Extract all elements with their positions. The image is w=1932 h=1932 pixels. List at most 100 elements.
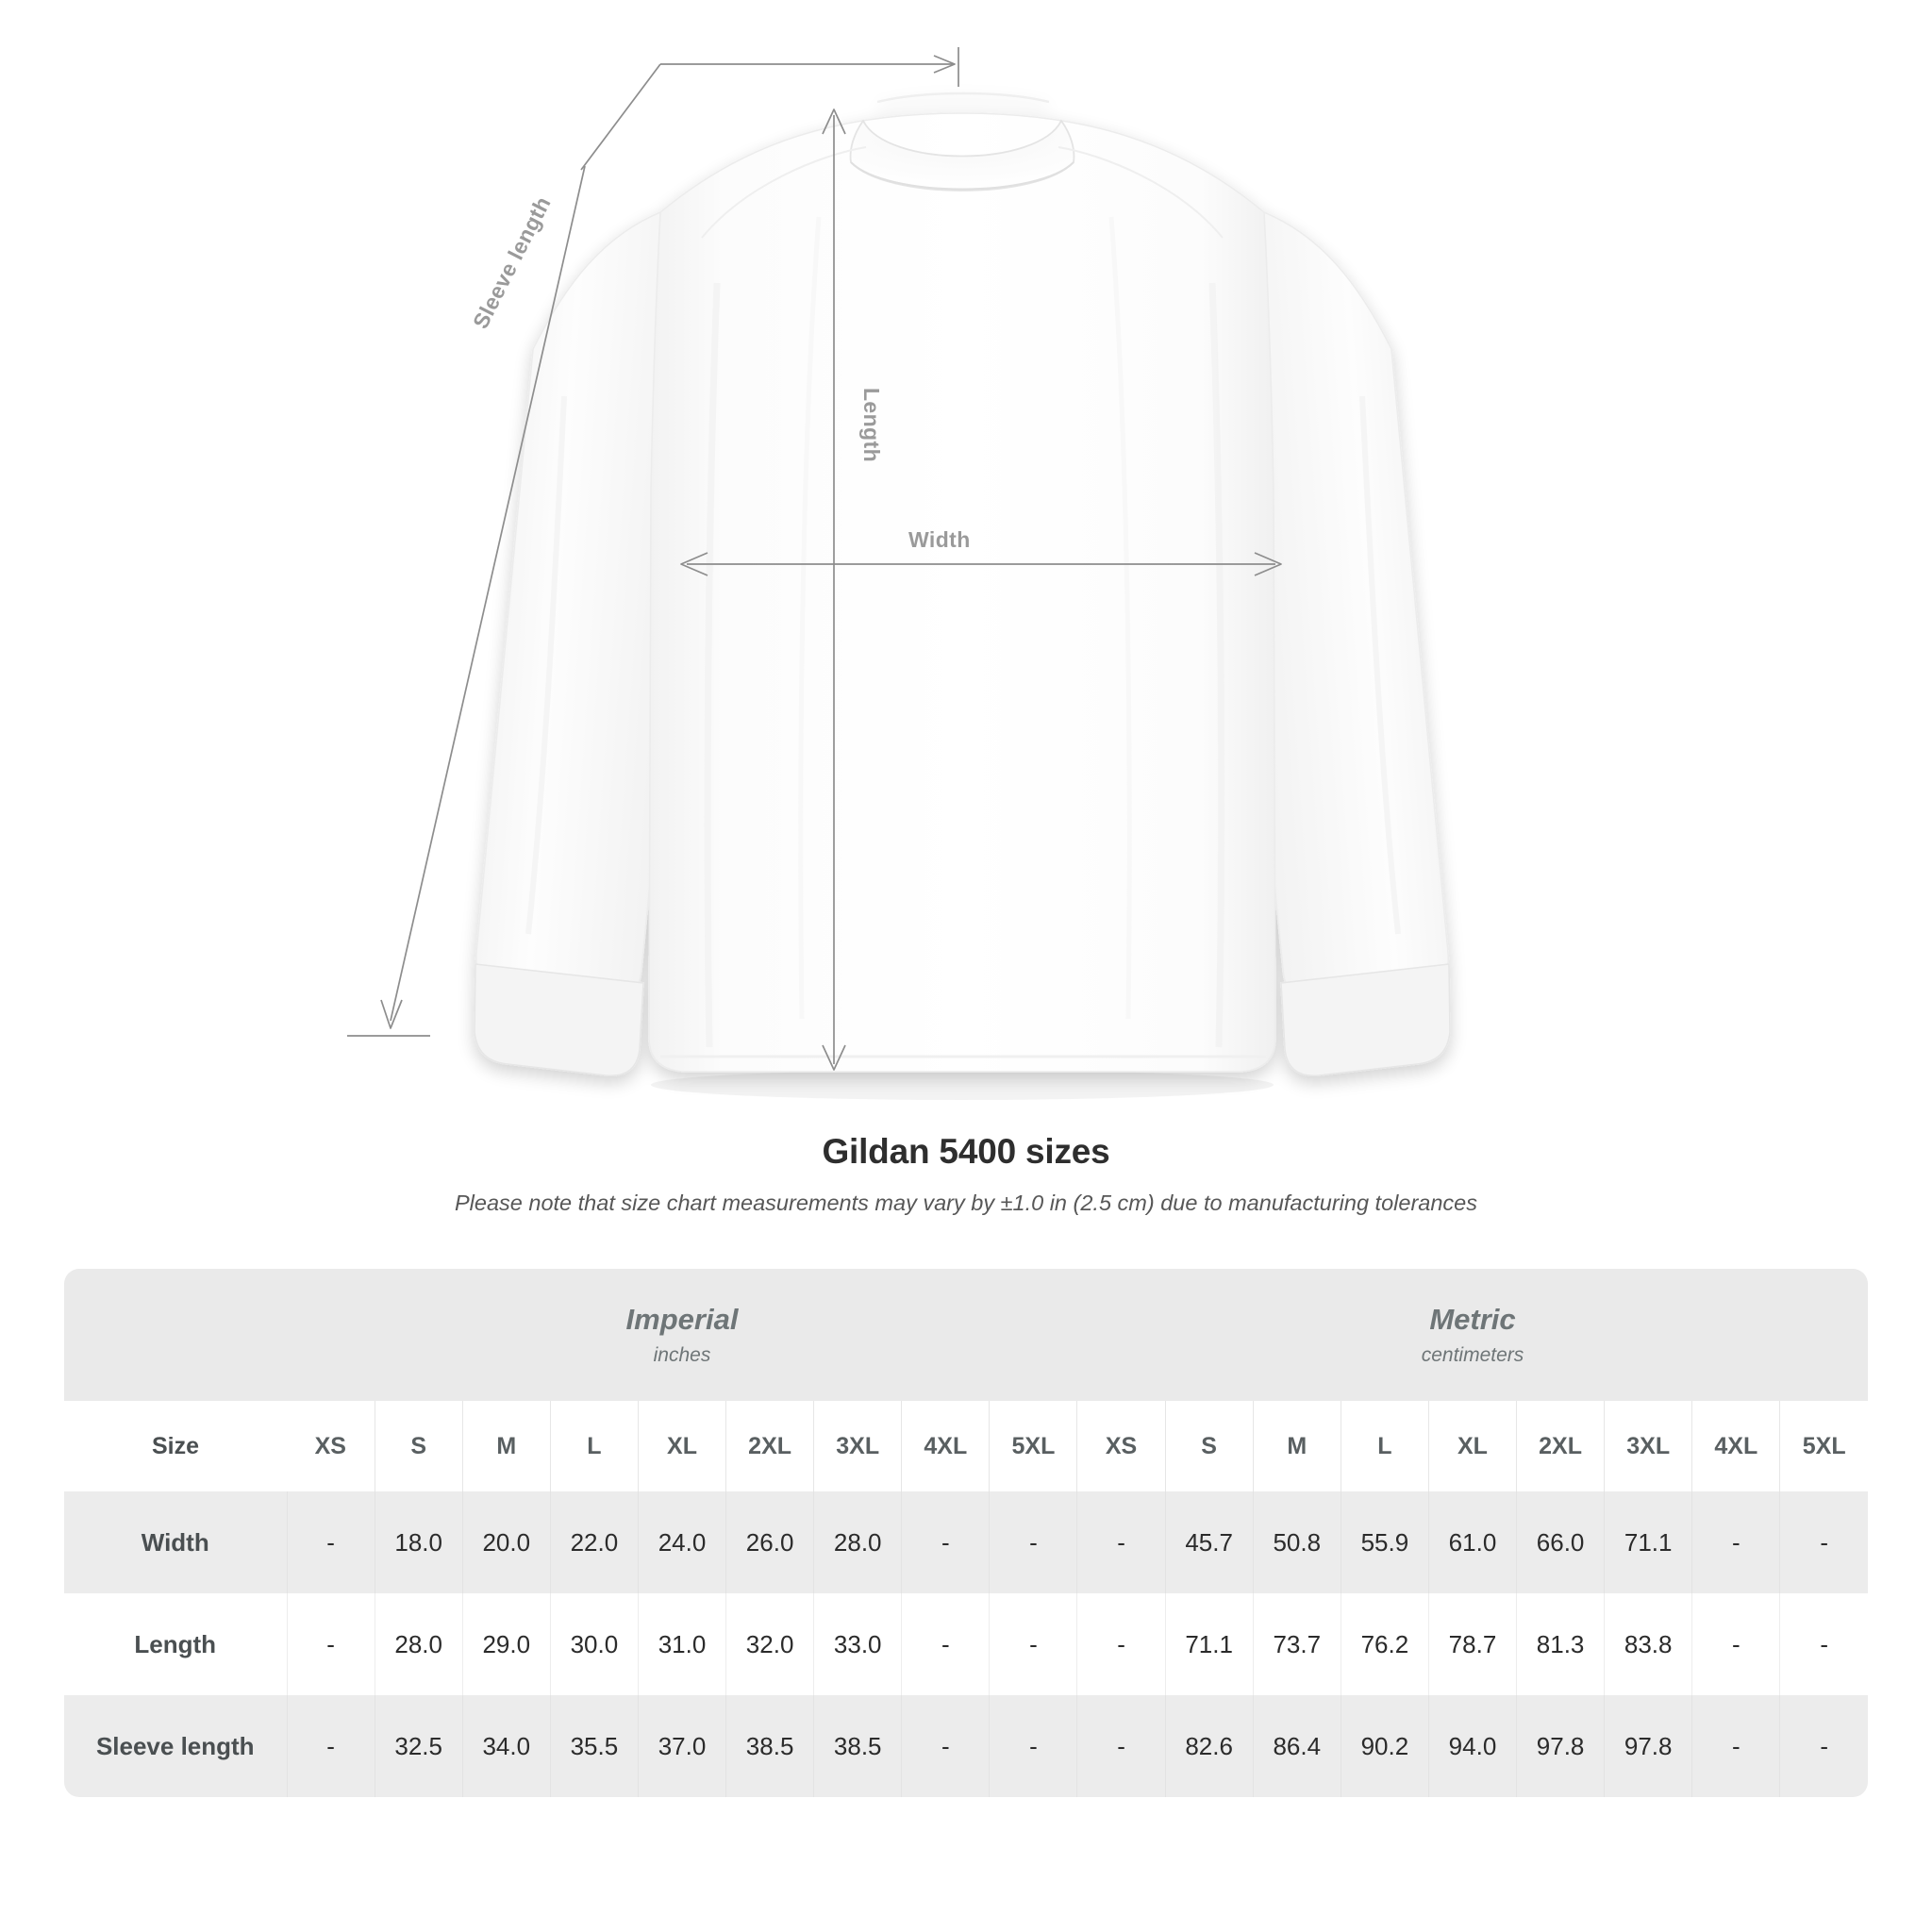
cell-sleeve-length-metric-l: 90.2 xyxy=(1340,1695,1429,1797)
cell-width-imperial-xl: 24.0 xyxy=(637,1491,726,1593)
cell-width-metric-l: 55.9 xyxy=(1340,1491,1429,1593)
cell-sleeve-length-imperial-l: 35.5 xyxy=(549,1695,639,1797)
sleeve-arrowhead-bottom xyxy=(380,999,403,1029)
cell-width-metric-s: 45.7 xyxy=(1164,1491,1254,1593)
column-header-imperial-3xl: 3XL xyxy=(813,1401,902,1491)
size-header-row: Size XS S M L XL 2XL 3XL 4XL 5XL XS S M L XL 2XL 3XL 4XL 5… xyxy=(64,1401,1868,1491)
width-arrowhead-right xyxy=(1254,552,1282,576)
unit-group-metric: Metric centimeters xyxy=(1077,1269,1868,1401)
cell-sleeve-length-imperial-5xl: - xyxy=(989,1695,1077,1797)
unit-header-spacer xyxy=(64,1269,287,1401)
width-arrowhead-left xyxy=(680,552,708,576)
cell-length-imperial-xl: 31.0 xyxy=(637,1593,726,1695)
column-header-metric-xl: XL xyxy=(1427,1401,1517,1491)
fold-center-left xyxy=(798,216,822,1020)
cell-sleeve-length-metric-xl: 94.0 xyxy=(1427,1695,1517,1797)
sleeve-length-line xyxy=(390,165,586,1022)
cell-width-imperial-4xl: - xyxy=(901,1491,990,1593)
cell-length-metric-5xl: - xyxy=(1779,1593,1868,1695)
shirt-illustration-svg xyxy=(347,47,1451,1100)
cell-sleeve-length-metric-4xl: - xyxy=(1691,1695,1780,1797)
right-shoulder-seam xyxy=(1058,146,1224,239)
measurement-arrows xyxy=(347,47,1282,1071)
right-cuff xyxy=(1280,963,1451,1076)
cell-width-metric-3xl: 71.1 xyxy=(1604,1491,1692,1593)
cell-width-imperial-m: 20.0 xyxy=(461,1491,551,1593)
column-header-metric-xs: XS xyxy=(1076,1401,1166,1491)
cell-width-imperial-s: 18.0 xyxy=(374,1491,463,1593)
cell-length-metric-xl: 78.7 xyxy=(1427,1593,1517,1695)
column-header-imperial-xl: XL xyxy=(637,1401,726,1491)
cell-length-metric-3xl: 83.8 xyxy=(1604,1593,1692,1695)
unit-header-row: Imperial inches Metric centimeters xyxy=(64,1269,1868,1401)
cell-length-imperial-3xl: 33.0 xyxy=(813,1593,902,1695)
collar-seam xyxy=(850,161,1074,191)
garment-diagram: Sleeve length Length Width xyxy=(347,47,1451,1100)
cell-sleeve-length-metric-m: 86.4 xyxy=(1252,1695,1341,1797)
column-header-size: Size xyxy=(151,1432,200,1459)
table-row: Width -18.0 20.0 22.0 24.0 26.0 28.0- - -45.7 50.… xyxy=(64,1491,1868,1593)
size-chart-table: Imperial inches Metric centimeters Size XS S M L… xyxy=(64,1269,1868,1797)
cell-length-imperial-4xl: - xyxy=(901,1593,990,1695)
table-row: Length -28.0 29.0 30.0 31.0 32.0 33.0- - -71.1 73… xyxy=(64,1593,1868,1695)
cell-width-metric-xs: - xyxy=(1076,1491,1166,1593)
cell-length-imperial-xs: - xyxy=(286,1593,375,1695)
length-label: Length xyxy=(859,387,885,463)
cell-length-imperial-l: 30.0 xyxy=(549,1593,639,1695)
fold-sleeve-left xyxy=(525,395,567,935)
column-header-metric-3xl: 3XL xyxy=(1604,1401,1692,1491)
cell-sleeve-length-imperial-s: 32.5 xyxy=(374,1695,463,1797)
fold-sleeve-right xyxy=(1359,395,1401,935)
column-header-metric-l: L xyxy=(1340,1401,1429,1491)
sleeve-arrowhead-top xyxy=(933,55,956,74)
unit-group-name: Metric xyxy=(1429,1303,1516,1337)
length-arrowhead-bottom xyxy=(822,1044,846,1071)
cell-sleeve-length-metric-xs: - xyxy=(1076,1695,1166,1797)
cell-length-imperial-5xl: - xyxy=(989,1593,1077,1695)
shirt-body-group xyxy=(474,92,1451,1076)
cell-length-imperial-s: 28.0 xyxy=(374,1593,463,1695)
table-row: Sleeve length -32.5 34.0 35.5 37.0 38.5 38.5- -… xyxy=(64,1695,1868,1797)
cell-sleeve-length-metric-2xl: 97.8 xyxy=(1516,1695,1605,1797)
shirt-drop-shadow xyxy=(651,1070,1274,1100)
width-label: Width xyxy=(908,527,971,552)
cell-width-metric-m: 50.8 xyxy=(1252,1491,1341,1593)
cell-width-imperial-3xl: 28.0 xyxy=(813,1491,902,1593)
cell-width-imperial-2xl: 26.0 xyxy=(725,1491,814,1593)
column-header-metric-2xl: 2XL xyxy=(1516,1401,1605,1491)
column-header-metric-s: S xyxy=(1164,1401,1254,1491)
cell-length-imperial-m: 29.0 xyxy=(461,1593,551,1695)
column-header-imperial-2xl: 2XL xyxy=(725,1401,814,1491)
collar-back xyxy=(876,92,1050,104)
tolerance-note: Please note that size chart measurements… xyxy=(455,1191,1477,1215)
column-header-imperial-l: L xyxy=(549,1401,639,1491)
fold-center-right xyxy=(1108,216,1132,1020)
cell-length-metric-s: 71.1 xyxy=(1164,1593,1254,1695)
cell-sleeve-length-imperial-xl: 37.0 xyxy=(637,1695,726,1797)
cell-sleeve-length-metric-s: 82.6 xyxy=(1164,1695,1254,1797)
cell-width-metric-2xl: 66.0 xyxy=(1516,1491,1605,1593)
sleeve-leader-left xyxy=(580,63,661,171)
column-header-metric-5xl: 5XL xyxy=(1779,1401,1868,1491)
cell-width-imperial-5xl: - xyxy=(989,1491,1077,1593)
cell-sleeve-length-metric-5xl: - xyxy=(1779,1695,1868,1797)
fold-right xyxy=(1208,282,1225,1048)
row-header-length: Length xyxy=(134,1629,217,1658)
column-header-imperial-m: M xyxy=(461,1401,551,1491)
page-title: Gildan 5400 sizes xyxy=(822,1132,1110,1171)
column-header-imperial-4xl: 4XL xyxy=(901,1401,990,1491)
cell-length-metric-l: 76.2 xyxy=(1340,1593,1429,1695)
fold-left xyxy=(704,282,721,1048)
left-cuff xyxy=(474,963,644,1076)
row-header-width: Width xyxy=(141,1527,209,1557)
unit-group-subtitle: inches xyxy=(653,1343,711,1366)
left-shoulder-seam xyxy=(701,146,867,239)
cell-sleeve-length-imperial-3xl: 38.5 xyxy=(813,1695,902,1797)
cell-width-imperial-xs: - xyxy=(286,1491,375,1593)
cell-length-imperial-2xl: 32.0 xyxy=(725,1593,814,1695)
cell-width-metric-xl: 61.0 xyxy=(1427,1491,1517,1593)
column-header-metric-m: M xyxy=(1252,1401,1341,1491)
unit-group-name: Imperial xyxy=(625,1303,739,1337)
title-block: Gildan 5400 sizes Please note that size … xyxy=(0,1132,1932,1216)
cell-sleeve-length-imperial-xs: - xyxy=(286,1695,375,1797)
